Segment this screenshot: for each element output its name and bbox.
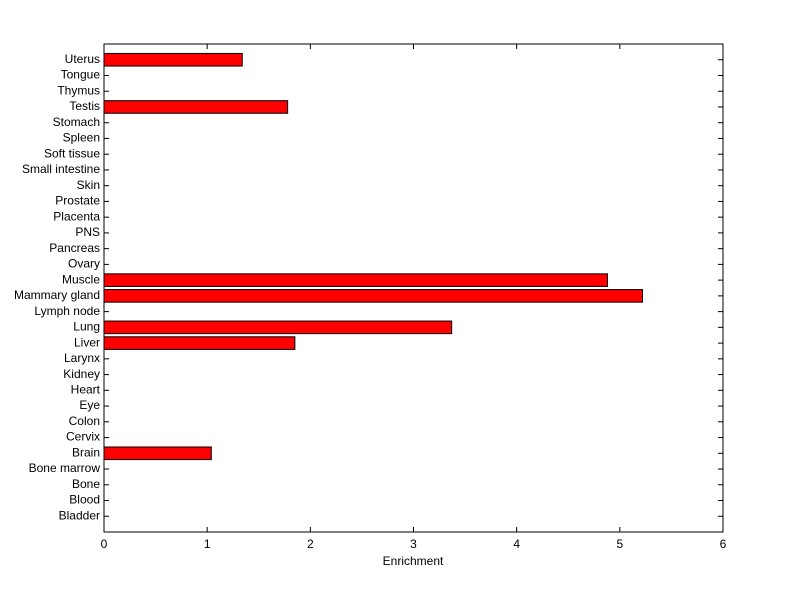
- x-tick-label: 4: [513, 537, 520, 551]
- y-tick-label: Tongue: [61, 68, 101, 82]
- y-tick-label: Colon: [69, 414, 100, 428]
- y-tick-label: Placenta: [53, 209, 100, 223]
- bar: [103, 446, 212, 461]
- bar: [103, 289, 644, 303]
- y-tick-label: Stomach: [53, 115, 100, 129]
- y-tick-label: Lymph node: [34, 304, 100, 318]
- y-tick-label: Eye: [79, 398, 100, 412]
- y-tick-label: Mammary gland: [14, 288, 100, 302]
- y-tick-label: Bone marrow: [29, 461, 101, 475]
- x-tick-label: 2: [307, 537, 314, 551]
- y-tick-label: Bone: [72, 477, 100, 491]
- x-tick-label: 3: [410, 537, 417, 551]
- bar: [103, 52, 243, 67]
- bar: [103, 320, 453, 335]
- y-tick-label: Spleen: [63, 131, 100, 145]
- bar: [103, 336, 296, 350]
- y-tick-label: PNS: [75, 225, 100, 239]
- y-tick-label: Cervix: [66, 430, 100, 444]
- y-tick-label: Pancreas: [49, 241, 100, 255]
- bar: [103, 100, 289, 114]
- y-tick-label: Larynx: [64, 351, 100, 365]
- x-tick-label: 1: [204, 537, 211, 551]
- x-axis-label: Enrichment: [383, 554, 444, 568]
- y-tick-label: Muscle: [62, 272, 100, 286]
- y-tick-label: Soft tissue: [44, 146, 100, 160]
- y-tick-label: Skin: [77, 178, 100, 192]
- y-tick-label: Kidney: [63, 367, 100, 381]
- y-tick-label: Testis: [69, 99, 100, 113]
- y-tick-label: Ovary: [68, 257, 100, 271]
- y-tick-label: Blood: [69, 493, 100, 507]
- y-tick-label: Heart: [71, 382, 101, 396]
- y-tick-label: Brain: [72, 445, 100, 459]
- x-tick-label: 5: [616, 537, 623, 551]
- y-tick-label: Thymus: [57, 83, 100, 97]
- y-tick-label: Uterus: [65, 52, 100, 66]
- y-tick-label: Bladder: [59, 508, 100, 522]
- y-tick-label: Prostate: [55, 194, 100, 208]
- y-tick-label: Liver: [74, 335, 100, 349]
- y-tick-label: Lung: [73, 320, 100, 334]
- x-tick-label: 0: [101, 537, 108, 551]
- bar: [103, 273, 608, 287]
- x-tick-label: 6: [720, 537, 727, 551]
- y-tick-label: Small intestine: [22, 162, 100, 176]
